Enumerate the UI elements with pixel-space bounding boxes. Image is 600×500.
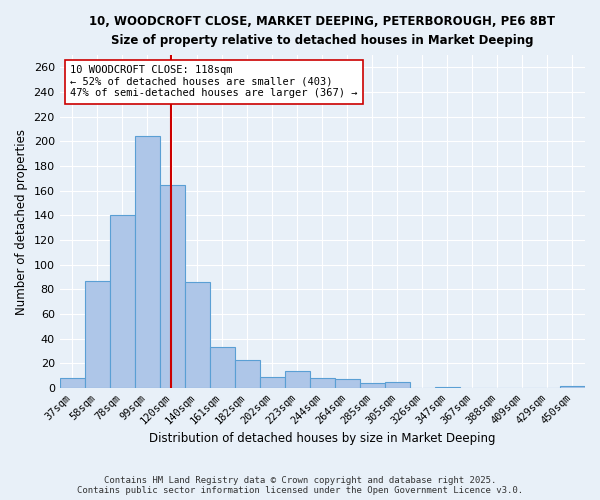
- Bar: [310, 378, 335, 388]
- Text: 10 WOODCROFT CLOSE: 118sqm
← 52% of detached houses are smaller (403)
47% of sem: 10 WOODCROFT CLOSE: 118sqm ← 52% of deta…: [70, 65, 358, 98]
- Bar: [85, 280, 110, 388]
- Bar: [360, 383, 385, 388]
- Bar: [285, 370, 310, 388]
- Bar: [135, 136, 160, 388]
- Bar: [260, 377, 285, 388]
- Bar: [385, 382, 410, 388]
- Bar: [160, 184, 185, 388]
- Text: Contains HM Land Registry data © Crown copyright and database right 2025.
Contai: Contains HM Land Registry data © Crown c…: [77, 476, 523, 495]
- Title: 10, WOODCROFT CLOSE, MARKET DEEPING, PETERBOROUGH, PE6 8BT
Size of property rela: 10, WOODCROFT CLOSE, MARKET DEEPING, PET…: [89, 15, 556, 47]
- Bar: [59, 378, 85, 388]
- Y-axis label: Number of detached properties: Number of detached properties: [15, 128, 28, 314]
- Bar: [110, 216, 135, 388]
- Bar: [210, 348, 235, 388]
- Bar: [335, 380, 360, 388]
- X-axis label: Distribution of detached houses by size in Market Deeping: Distribution of detached houses by size …: [149, 432, 496, 445]
- Bar: [435, 387, 460, 388]
- Bar: [235, 360, 260, 388]
- Bar: [560, 386, 585, 388]
- Bar: [185, 282, 210, 388]
